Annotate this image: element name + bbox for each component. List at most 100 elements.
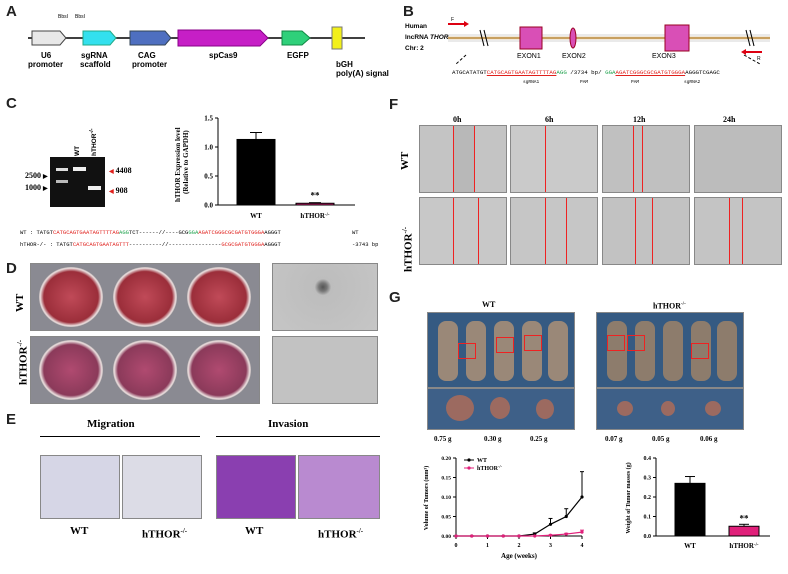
vol-point: [580, 530, 584, 534]
wt-significance: **: [740, 513, 750, 523]
f-ko-label: hTHOR-/-: [401, 227, 415, 272]
vol-xtick-label: 0: [455, 543, 458, 549]
seq-ko-tag: -3743 bp: [352, 241, 379, 248]
sgrna2-caption: sgRNA2: [684, 80, 701, 85]
vol-ytick-label: 0.00: [441, 534, 451, 540]
seq-ko-end: AGGGT: [264, 241, 281, 248]
vol-ytick-label: 0.05: [441, 515, 451, 521]
e-label-2-sup: -/-: [180, 527, 188, 535]
seq-ko-red: CATGCAGTGAATAGTTT: [72, 241, 129, 248]
expr-xtick-label: hTHOR-/-: [300, 212, 330, 220]
pam2-caption: PAM: [631, 80, 640, 85]
invasion-title: Invasion: [268, 418, 309, 430]
cag-promoter-label: promoter: [132, 60, 168, 69]
bbsi-label-2: BbsI: [75, 14, 86, 20]
time-6h: 6h: [545, 115, 554, 124]
vol-xtick-label: 2: [518, 543, 521, 549]
e-label-2-text: hTHOR: [142, 528, 181, 541]
seq-g: AGGGTCGAGC: [685, 69, 720, 76]
scratch-ko-0h: [419, 197, 507, 265]
time-24h: 24h: [723, 115, 736, 124]
vol-point: [580, 495, 584, 499]
seq-wt-red2: AGATCGGGCGCGATGTGGGA: [198, 229, 265, 236]
invasion-underline: [216, 436, 380, 437]
migration-title: Migration: [87, 418, 135, 430]
panel-letter-d: D: [6, 260, 17, 277]
vol-series-line: [456, 496, 583, 537]
tumor-box-ko-2: [627, 335, 645, 351]
tumor-photo-ko: [596, 388, 744, 430]
seq-sgrna2: AGATCGGGCGCGATGTGGGA: [615, 69, 686, 76]
migration-image-wt: [40, 455, 120, 519]
mice-photo-wt: [427, 312, 575, 388]
seq-alignment-ko: hTHOR-/- : TATGTCATGCAGTGAATAGTTT-------…: [20, 241, 281, 248]
primer-r-label: R: [757, 56, 761, 62]
migration-underline: [40, 436, 200, 437]
expr-ytick-label: 1.5: [204, 115, 213, 123]
expr-significance: **: [311, 191, 321, 201]
expr-ytick-label: 0.5: [204, 173, 213, 181]
band-4408: ◀ 4408: [109, 166, 132, 175]
vol-point: [564, 514, 568, 519]
seq-wt-mid: TCT------//----GCG: [128, 229, 189, 236]
spcas9-label: spCas9: [209, 51, 238, 60]
scratch-wt-0h: [419, 125, 507, 193]
vol-xtick-label: 4: [581, 543, 584, 549]
egfp-element: [281, 30, 311, 46]
marker-1000: 1000 ▶: [25, 183, 48, 192]
time-12h: 12h: [633, 115, 646, 124]
f-wt-label: WT: [399, 151, 411, 170]
gel-ko-label: hTHOR-/-: [88, 129, 99, 157]
colony-plate-wt: [30, 263, 260, 331]
wt-bar: [728, 525, 760, 537]
scratch-ko-12h: [602, 197, 690, 265]
d-ko-sup: -/-: [16, 339, 24, 347]
u6-promoter-element: [31, 30, 67, 46]
vol-legend-wt: WT: [477, 458, 487, 464]
seq-wt-end: AGGGT: [264, 229, 281, 236]
seq-wt-grn: AGG: [119, 229, 129, 236]
chr-label: Chr: 2: [405, 45, 424, 52]
gel-band-ladder-1: [56, 168, 68, 171]
egfp-label: EGFP: [287, 51, 309, 60]
expr-bar: [236, 138, 276, 206]
d-ko-label: hTHOR-/-: [16, 339, 30, 385]
tumor-weight-bar-chart: 0.0 0.1 0.2 0.3 0.4 Weight of Tumor masses (g…: [625, 456, 770, 550]
sgrna1-caption: sgRNA1: [523, 80, 540, 85]
thor-italic: THOR: [430, 34, 449, 41]
gel-band-wt: [73, 167, 86, 171]
gel-ko-sup: -/-: [89, 128, 95, 134]
weight-ko-3: 0.06 g: [700, 435, 718, 443]
e-label-2: hTHOR-/-: [142, 525, 187, 541]
scratch-ko-6h: [510, 197, 598, 265]
bgh-polya-element: [331, 26, 343, 50]
d-wt-label: WT: [14, 293, 26, 312]
expr-ylabel: hTHOR Expression level (Relative to GAPD…: [174, 127, 190, 202]
tumor-box-ko-3: [691, 343, 709, 359]
weight-wt-1: 0.75 g: [434, 435, 452, 443]
wt-ytick-label: 0.1: [644, 515, 652, 521]
u6-promoter-label: promoter: [28, 60, 64, 69]
wt-xtick-label: WT: [684, 542, 696, 550]
well-ko-2: [113, 340, 177, 400]
seq-wt-prefix: WT : TATGT: [20, 229, 54, 236]
colony-micrograph-wt: [272, 263, 378, 331]
lncrna-text: lncRNA: [405, 34, 429, 41]
panel-letter-c: C: [6, 95, 17, 112]
tumor-box-1: [458, 343, 476, 359]
vol-point: [501, 534, 505, 538]
seq-sgrna1: CATGCAGTGAATAGTTTTAG: [486, 69, 557, 76]
panel-letter-g: G: [389, 289, 401, 306]
weight-wt-2: 0.30 g: [484, 435, 502, 443]
vol-ytick-label: 0.20: [441, 456, 451, 462]
wt-ytick-label: 0.2: [644, 495, 652, 501]
plasmid-map: [28, 26, 365, 50]
lncrna-label: lncRNA THOR: [405, 33, 448, 42]
marker-1000-text: 1000: [25, 183, 41, 192]
bgh-label: bGH: [336, 60, 353, 69]
vol-legend-marker-ko: [467, 466, 471, 470]
polya-label: poly(A) signal: [336, 69, 389, 78]
e-label-4-sup: -/-: [356, 527, 364, 535]
pam1-caption: PAM: [580, 80, 589, 85]
band-4408-text: 4408: [115, 166, 132, 175]
